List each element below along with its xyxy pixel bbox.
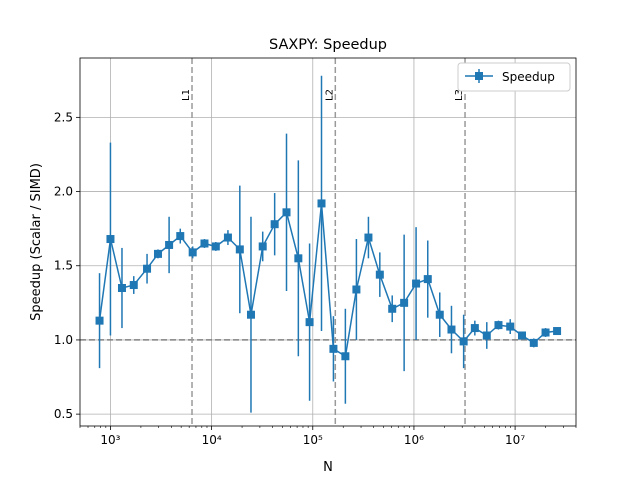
data-point <box>282 208 291 217</box>
data-point <box>235 245 244 254</box>
data-point <box>341 352 350 361</box>
grid <box>80 58 576 426</box>
y-axis-label: Speedup (Scalar / SIMD) <box>29 163 44 321</box>
data-point <box>412 279 421 288</box>
reference-lines: L1 L2 L3 <box>80 58 576 426</box>
data-point <box>400 298 409 307</box>
x-tick-label: 10⁶ <box>404 433 424 447</box>
data-point <box>246 310 255 319</box>
data-point <box>211 242 220 251</box>
y-tick-label: 1.0 <box>54 333 73 347</box>
data-point <box>506 322 515 331</box>
data-point <box>364 233 373 242</box>
data-point <box>459 337 468 346</box>
data-point <box>117 284 126 292</box>
data-point <box>553 327 562 336</box>
data-point <box>223 233 232 242</box>
data-point <box>517 331 526 340</box>
cache-boundary-label: L2 <box>324 89 335 101</box>
data-point <box>329 344 338 353</box>
data-point <box>494 321 503 330</box>
data-series <box>95 75 562 413</box>
plot-frame <box>79 57 577 427</box>
data-point <box>143 264 152 273</box>
data-point <box>188 248 197 257</box>
legend-box <box>457 62 571 92</box>
data-point <box>153 249 162 258</box>
data-point <box>176 232 185 241</box>
data-point <box>541 328 550 337</box>
data-point <box>529 338 538 347</box>
axis-ticks: 10³ 10⁴ 10⁵ 10⁶ 10⁷ 0.5 1.0 1.5 2.0 2.5 <box>54 110 577 447</box>
y-tick-label: 2.5 <box>54 110 73 124</box>
data-point <box>435 310 444 319</box>
x-axis-label: N <box>323 460 333 475</box>
x-tick-label: 10⁴ <box>202 433 222 447</box>
data-point <box>294 254 303 263</box>
y-tick-label: 2.0 <box>54 185 73 199</box>
data-point <box>165 240 174 249</box>
data-point <box>270 220 279 229</box>
cache-boundary-label: L1 <box>181 89 192 101</box>
data-point <box>258 242 267 251</box>
y-tick-label: 1.5 <box>54 259 73 273</box>
legend-label: Speedup <box>502 70 555 84</box>
legend-marker <box>475 72 483 80</box>
chart-title: SAXPY: Speedup <box>269 37 387 53</box>
x-tick-label: 10³ <box>100 433 120 447</box>
data-point <box>482 331 491 340</box>
y-tick-label: 0.5 <box>54 407 73 421</box>
legend: Speedup <box>457 62 571 92</box>
data-point <box>352 285 361 294</box>
x-tick-label: 10⁷ <box>505 433 525 447</box>
data-point <box>423 275 432 284</box>
data-point <box>95 316 104 325</box>
data-point <box>106 235 115 244</box>
x-tick-label: 10⁵ <box>303 433 323 447</box>
data-point <box>317 199 326 208</box>
data-point <box>447 325 456 334</box>
data-point <box>388 304 397 313</box>
data-point <box>129 281 138 290</box>
series-line <box>98 203 558 358</box>
data-point <box>470 324 479 333</box>
data-point <box>200 239 209 248</box>
data-point <box>305 318 314 327</box>
cache-boundary-label: L3 <box>454 89 465 101</box>
data-point <box>375 270 384 279</box>
